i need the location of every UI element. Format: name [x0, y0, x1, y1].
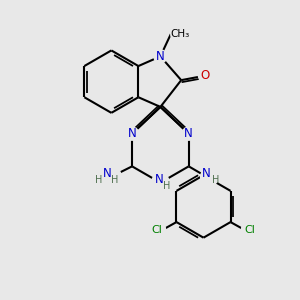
Circle shape — [149, 221, 166, 238]
Text: N: N — [154, 173, 163, 186]
Text: CH₃: CH₃ — [170, 29, 189, 39]
Text: H: H — [95, 175, 103, 185]
Text: O: O — [200, 69, 210, 82]
Text: Cl: Cl — [152, 224, 163, 235]
Circle shape — [198, 69, 212, 82]
Text: N: N — [156, 50, 165, 63]
Circle shape — [125, 127, 139, 140]
Text: H: H — [111, 175, 118, 185]
Circle shape — [152, 174, 169, 192]
Text: N: N — [202, 167, 211, 180]
Circle shape — [154, 50, 167, 63]
Circle shape — [182, 127, 195, 140]
Text: H: H — [212, 175, 219, 185]
Text: N: N — [184, 127, 193, 140]
Text: N: N — [102, 167, 111, 180]
Circle shape — [98, 166, 121, 188]
Text: H: H — [163, 181, 171, 191]
Circle shape — [171, 25, 189, 43]
Text: Cl: Cl — [244, 224, 255, 235]
Circle shape — [201, 168, 218, 186]
Text: N: N — [128, 127, 136, 140]
Circle shape — [242, 221, 258, 238]
